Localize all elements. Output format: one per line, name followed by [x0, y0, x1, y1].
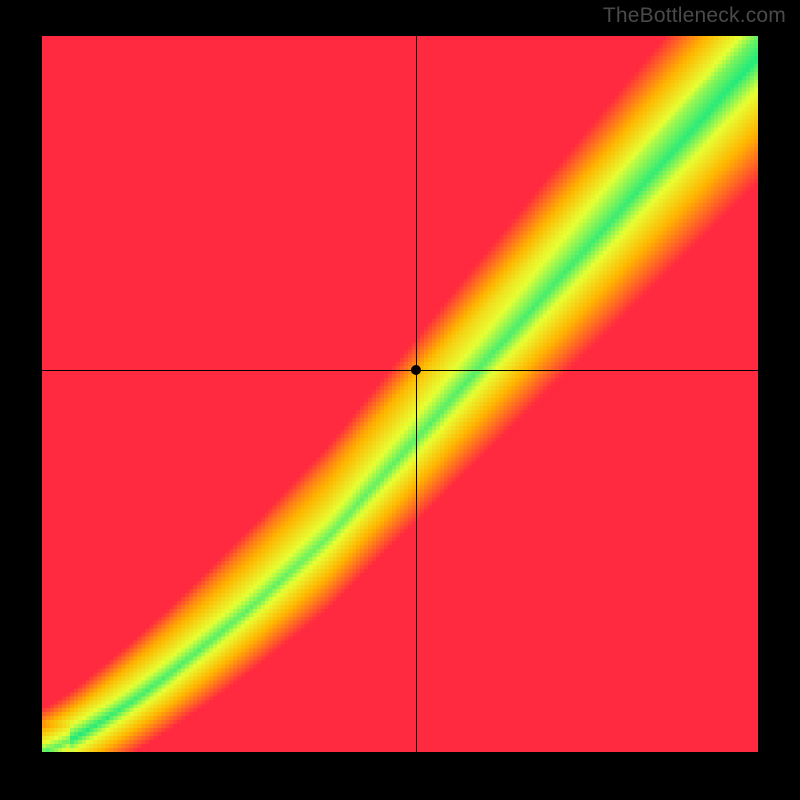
- attribution-label: TheBottleneck.com: [603, 4, 786, 28]
- chart-container: TheBottleneck.com: [0, 0, 800, 800]
- crosshair-horizontal: [42, 370, 758, 371]
- heatmap-canvas: [42, 36, 758, 752]
- crosshair-vertical: [416, 36, 417, 752]
- plot-area: [42, 36, 758, 752]
